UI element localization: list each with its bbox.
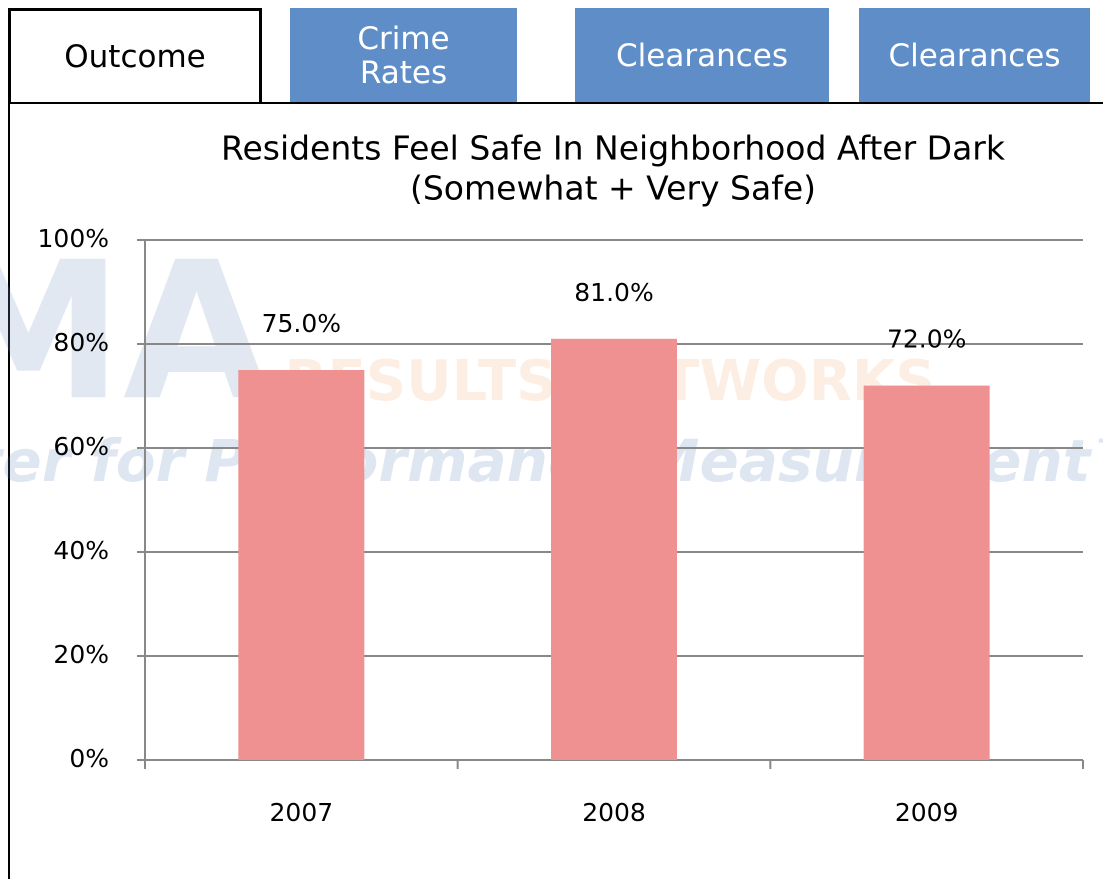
tab-label: Clearances bbox=[888, 37, 1061, 74]
x-tick-label: 2007 bbox=[270, 798, 334, 827]
x-tick-label: 2009 bbox=[895, 798, 959, 827]
y-tick-label: 0% bbox=[69, 744, 109, 773]
y-tick-label: 100% bbox=[38, 224, 109, 253]
y-tick-label: 40% bbox=[53, 536, 109, 565]
chart-subtitle: (Somewhat + Very Safe) bbox=[410, 169, 816, 208]
value-label: 81.0% bbox=[574, 278, 653, 307]
tab[interactable]: Outcome bbox=[8, 8, 262, 103]
tab-label: Outcome bbox=[64, 39, 206, 75]
value-label: 72.0% bbox=[887, 325, 966, 354]
chart-title: Residents Feel Safe In Neighborhood Afte… bbox=[221, 129, 1006, 168]
watermark-logo: ICMA bbox=[0, 221, 270, 442]
y-tick-label: 60% bbox=[53, 432, 109, 461]
bar bbox=[863, 385, 990, 760]
bar bbox=[238, 370, 365, 760]
tab[interactable]: Clearances bbox=[859, 8, 1090, 103]
value-label: 75.0% bbox=[262, 309, 341, 338]
tab-label: Clearances bbox=[616, 37, 788, 74]
y-tick-label: 80% bbox=[53, 328, 109, 357]
tab[interactable]: Crime Rates bbox=[290, 8, 517, 103]
tab[interactable]: Clearances bbox=[575, 8, 829, 103]
y-tick-label: 20% bbox=[53, 640, 109, 669]
bar bbox=[551, 338, 677, 760]
tab-label: Crime Rates bbox=[357, 20, 450, 91]
x-tick-label: 2008 bbox=[582, 798, 646, 827]
